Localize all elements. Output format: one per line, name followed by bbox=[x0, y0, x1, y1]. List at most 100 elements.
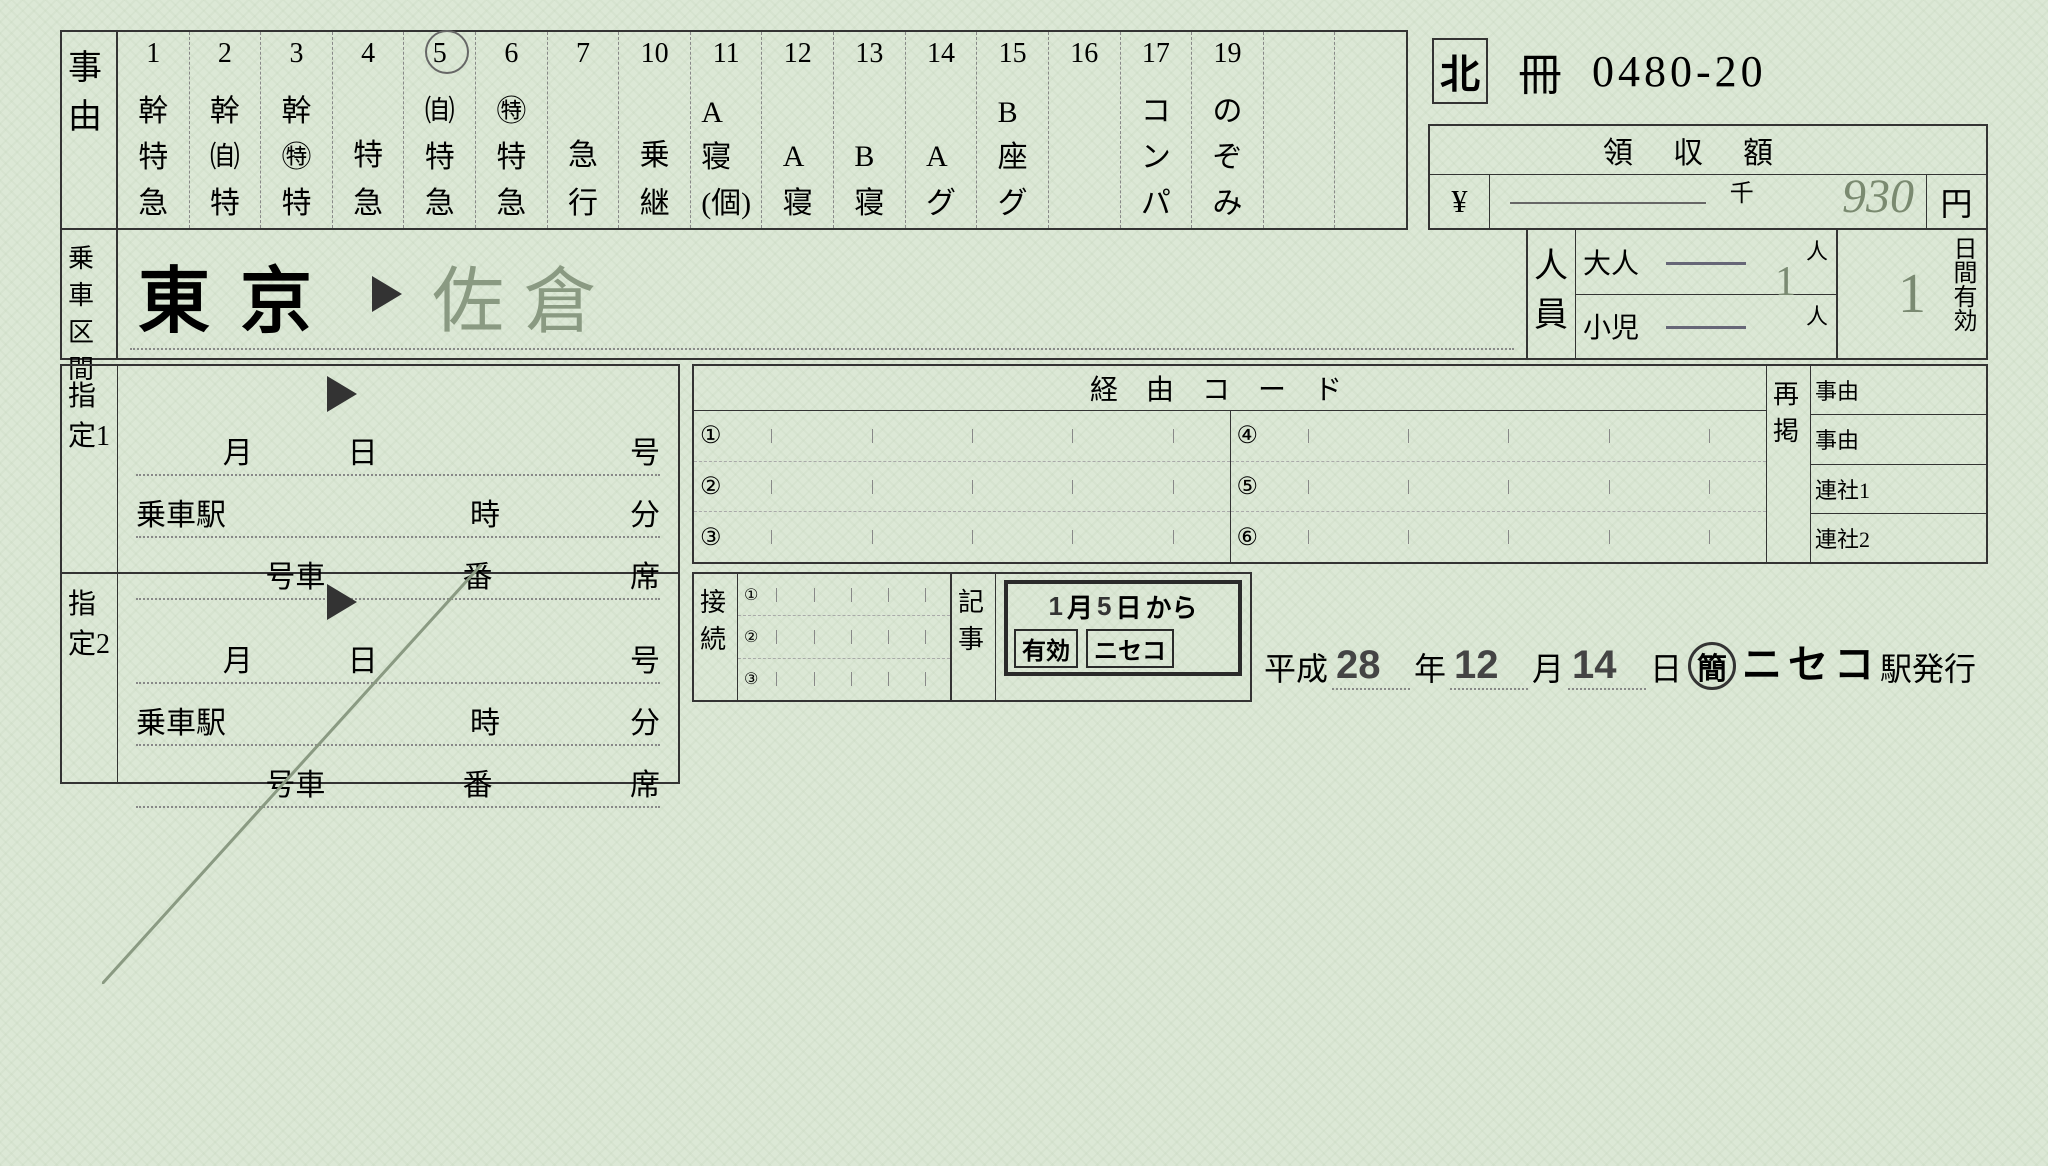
month-label: 月 bbox=[223, 428, 253, 472]
jiyuu-column: 17コンパ bbox=[1121, 32, 1193, 228]
jiyuu-num: 17 bbox=[1142, 38, 1170, 70]
gou-label: 号 bbox=[630, 636, 660, 680]
jiyuu-column: 12A寝 bbox=[762, 32, 834, 228]
hour-label: 時 bbox=[470, 698, 500, 742]
station-label: 乗車駅 bbox=[136, 698, 226, 742]
lower-section: 指定1 月 日 号 乗車駅 時 分 号車 bbox=[60, 364, 1988, 784]
route-from: 東京 bbox=[138, 242, 342, 347]
saikei-row: 連社1 bbox=[1811, 465, 1986, 514]
jiyuu-column: 6㊕特急 bbox=[476, 32, 548, 228]
jiyuu-grid: 1幹特急2幹㉂特3幹㊕特4特急5㉂特急6㊕特急7急行10乗継11A寝(個)12A… bbox=[116, 30, 1408, 230]
adult-count: 1 bbox=[1775, 258, 1796, 306]
adult-row: 大人 1 人 bbox=[1576, 230, 1836, 295]
saikei-label: 再掲 bbox=[1773, 374, 1804, 554]
year-label: 年 bbox=[1414, 644, 1446, 690]
issue-suffix: 駅発行 bbox=[1880, 644, 1976, 690]
saikei-box: 再掲 事由事由連社1連社2 bbox=[1766, 366, 1986, 562]
setsu-row: ③ bbox=[738, 659, 950, 700]
setsu-row: ① bbox=[738, 574, 950, 616]
day-label: 日 bbox=[348, 636, 378, 680]
receipt-body: ¥ 千 930 円 bbox=[1430, 175, 1986, 228]
route-section: 乗車区間 東京 佐倉 人員 大人 1 人 bbox=[60, 230, 1988, 360]
shitei2-body: 月 日 号 乗車駅 時 分 号車 番 席 bbox=[118, 574, 678, 782]
jiyuu-column: 19のぞみ bbox=[1192, 32, 1264, 228]
kiji-body: 1 月 5 日 から 有効 ニセコ bbox=[996, 574, 1250, 700]
keiyu-row: ⑤ bbox=[1231, 462, 1767, 513]
month-label: 月 bbox=[1532, 644, 1564, 690]
saikei-row: 連社2 bbox=[1811, 514, 1986, 562]
jiyuu-num: 3 bbox=[290, 38, 304, 70]
jiyuu-column: 4特急 bbox=[333, 32, 405, 228]
lower-right: 経由コード ①②③ ④⑤⑥ 再掲 事由事由連社1連社2 接続 bbox=[692, 364, 1988, 784]
stamp-niseko: ニセコ bbox=[1086, 629, 1174, 668]
bottom-row: 接続 ①②③ 記事 1 月 5 日 bbox=[692, 572, 1988, 702]
ticket-form: 事由 1幹特急2幹㉂特3幹㊕特4特急5㉂特急6㊕特急7急行10乗継11A寝(個)… bbox=[0, 0, 2048, 1166]
keiyu-row: ④ bbox=[1231, 411, 1767, 462]
month-written: 12 bbox=[1454, 643, 1499, 688]
jiyuu-num: 15 bbox=[999, 38, 1027, 70]
adult-unit: 人 bbox=[1806, 230, 1836, 266]
jiyuu-num: 12 bbox=[784, 38, 812, 70]
keiyu-row: ① bbox=[694, 411, 1230, 462]
stamp-d: 日 bbox=[1115, 588, 1141, 625]
en-symbol: 円 bbox=[1926, 175, 1986, 228]
arrow-icon bbox=[327, 376, 357, 412]
jiyuu-column: 11A寝(個) bbox=[691, 32, 763, 228]
sen-mark: 千 bbox=[1730, 173, 1754, 208]
jiyuu-num: 7 bbox=[576, 38, 590, 70]
designated-seats: 指定1 月 日 号 乗車駅 時 分 号車 bbox=[60, 364, 680, 784]
serial-number: 0480-20 bbox=[1592, 46, 1767, 97]
shitei1-body: 月 日 号 乗車駅 時 分 号車 番 席 bbox=[118, 366, 678, 572]
setsuzoku-box: 接続 ①②③ bbox=[692, 572, 952, 702]
keiyu-row: ③ bbox=[694, 512, 1230, 562]
car-label: 号車 bbox=[265, 760, 325, 804]
amount-written: 930 bbox=[1842, 169, 1914, 224]
jiyuu-num: 14 bbox=[927, 38, 955, 70]
jiyuu-num: 5 bbox=[433, 38, 447, 70]
keiyu-row: ⑥ bbox=[1231, 512, 1767, 562]
saikei-row: 事由 bbox=[1811, 415, 1986, 464]
jiyuu-column: 1幹特急 bbox=[118, 32, 190, 228]
shitei-2: 指定2 月 日 号 乗車駅 時 分 号車 bbox=[60, 574, 680, 784]
seat-label: 席 bbox=[630, 760, 660, 804]
shitei2-label: 指定2 bbox=[68, 582, 111, 774]
jiyuu-num: 19 bbox=[1213, 38, 1241, 70]
dotted-underline bbox=[130, 348, 1514, 350]
month-label: 月 bbox=[223, 636, 253, 680]
setsu-rows: ①②③ bbox=[738, 574, 950, 700]
jiyuu-label-text: 事由 bbox=[68, 40, 110, 138]
hour-label: 時 bbox=[470, 490, 500, 534]
stamp-month: 1 bbox=[1049, 591, 1063, 622]
year-written: 28 bbox=[1336, 643, 1381, 688]
station-label: 乗車駅 bbox=[136, 490, 226, 534]
child-label: 小児 bbox=[1576, 306, 1646, 346]
jiyuu-num: 6 bbox=[504, 38, 518, 70]
route-to: 佐倉 bbox=[432, 242, 616, 347]
yen-symbol: ¥ bbox=[1430, 175, 1490, 228]
jiyuu-column: 13B寝 bbox=[834, 32, 906, 228]
serial-row: 北 冊 0480-20 bbox=[1428, 30, 1988, 124]
issue-line: 平成 28 年 12 月 14 日 簡 ニセコ 駅発行 bbox=[1252, 572, 1988, 702]
kan-stamp: 簡 bbox=[1688, 642, 1736, 690]
jiyuu-label: 事由 bbox=[60, 30, 116, 230]
keiyu-row: ② bbox=[694, 462, 1230, 513]
saikei-row: 事由 bbox=[1811, 366, 1986, 415]
kiji-label: 記事 bbox=[958, 582, 989, 692]
jiyuu-column: 3幹㊕特 bbox=[261, 32, 333, 228]
jiyuu-num: 1 bbox=[146, 38, 160, 70]
book-char: 冊 bbox=[1518, 39, 1562, 103]
jiyuu-num: 13 bbox=[855, 38, 883, 70]
adult-label: 大人 bbox=[1576, 242, 1646, 282]
keiyu-title: 経由コード bbox=[694, 366, 1766, 411]
receipt-header: 領収額 bbox=[1430, 126, 1986, 175]
validity-stamp: 1 月 5 日 から 有効 ニセコ bbox=[1004, 580, 1242, 676]
jiyuu-num: 2 bbox=[218, 38, 232, 70]
kiji-box: 記事 1 月 5 日 から 有効 bbox=[952, 572, 1252, 702]
shitei1-label: 指定1 bbox=[68, 374, 111, 564]
shitei-1: 指定1 月 日 号 乗車駅 時 分 号車 bbox=[60, 364, 680, 574]
people-body: 大人 1 人 小児 人 bbox=[1576, 230, 1836, 358]
stamp-yuukou: 有効 bbox=[1014, 629, 1078, 668]
jiyuu-column: 7急行 bbox=[548, 32, 620, 228]
saikei-rows: 事由事由連社1連社2 bbox=[1811, 366, 1986, 562]
setsuzoku-label: 接続 bbox=[700, 582, 731, 692]
